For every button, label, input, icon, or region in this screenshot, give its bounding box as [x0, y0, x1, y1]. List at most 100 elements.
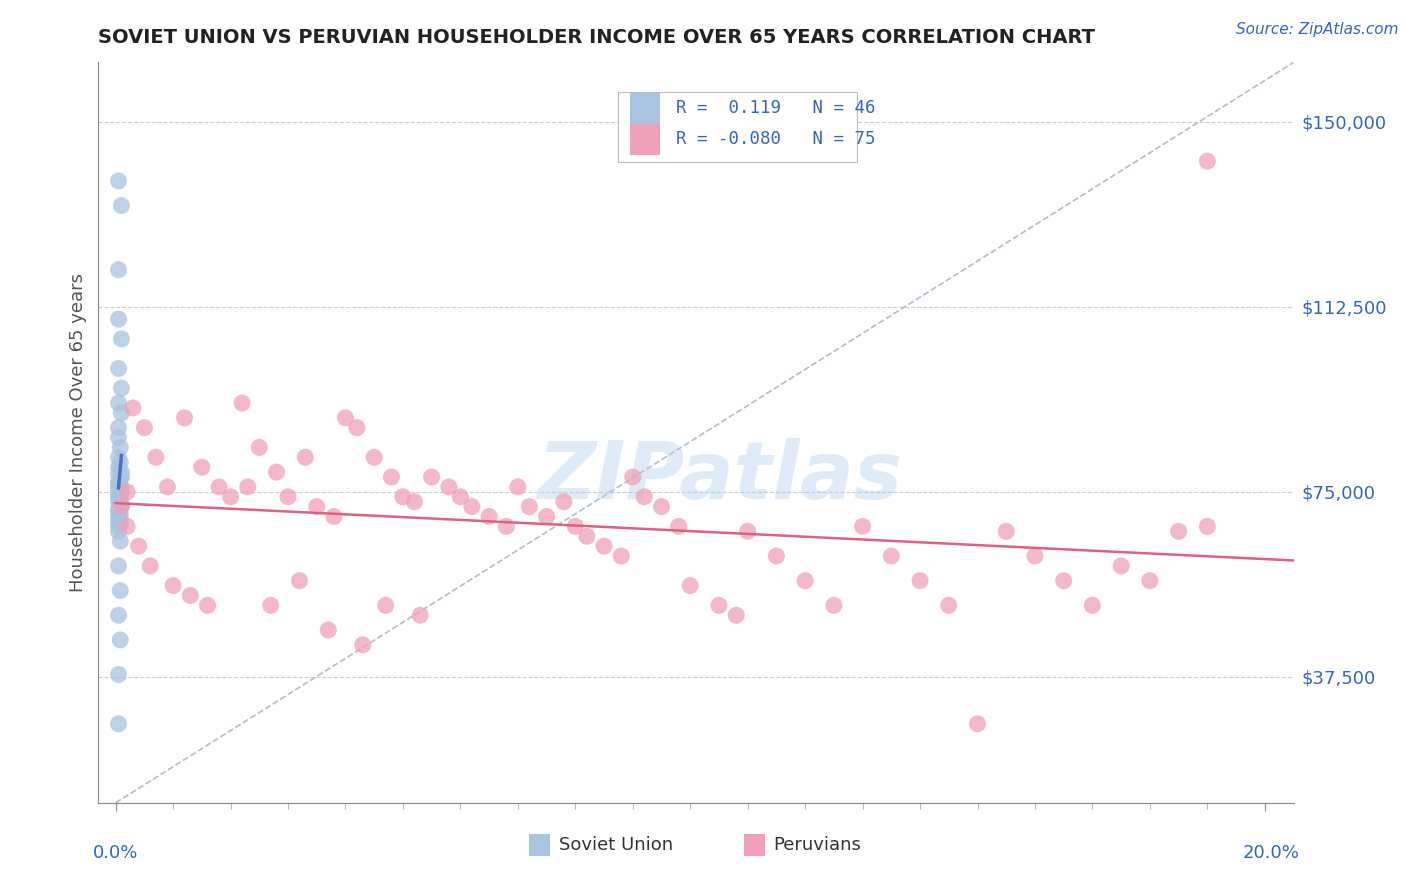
Point: [1197, 519, 1219, 533]
Text: R =  0.119   N = 46: R = 0.119 N = 46: [676, 99, 875, 118]
Text: ZIPatlas: ZIPatlas: [537, 438, 903, 516]
Point: [823, 599, 845, 613]
Point: [404, 494, 426, 508]
Point: [506, 480, 529, 494]
Point: [260, 599, 283, 613]
Bar: [630, 93, 661, 124]
Point: [938, 599, 960, 613]
Point: [107, 494, 129, 508]
Point: [437, 480, 460, 494]
Point: [110, 516, 132, 531]
Point: [110, 480, 132, 494]
Point: [1053, 574, 1076, 588]
Point: [288, 574, 311, 588]
Point: [725, 608, 748, 623]
Point: [908, 574, 931, 588]
Point: [1109, 558, 1132, 573]
Y-axis label: Householder Income Over 65 years: Householder Income Over 65 years: [69, 273, 87, 592]
Point: [316, 623, 339, 637]
Text: 20.0%: 20.0%: [1243, 844, 1299, 862]
Point: [765, 549, 787, 563]
Point: [107, 483, 129, 497]
Point: [266, 465, 288, 479]
Point: [107, 396, 129, 410]
Point: [247, 441, 270, 455]
Point: [966, 716, 988, 731]
Point: [107, 515, 129, 529]
Point: [107, 667, 129, 681]
Bar: [630, 124, 661, 155]
Point: [107, 558, 129, 573]
Point: [323, 509, 346, 524]
Point: [156, 480, 179, 494]
Point: [517, 500, 540, 514]
Point: [107, 505, 129, 519]
Point: [110, 500, 132, 514]
Point: [110, 332, 132, 346]
Point: [107, 420, 129, 434]
Point: [564, 519, 586, 533]
Point: [107, 312, 129, 326]
Text: Source: ZipAtlas.com: Source: ZipAtlas.com: [1236, 22, 1399, 37]
Point: [1197, 154, 1219, 169]
Point: [162, 579, 184, 593]
Point: [880, 549, 903, 563]
Text: R = -0.080   N = 75: R = -0.080 N = 75: [676, 130, 875, 148]
Bar: [529, 834, 550, 856]
Point: [392, 490, 415, 504]
Point: [110, 470, 132, 484]
Point: [191, 460, 214, 475]
Point: [668, 519, 690, 533]
Point: [553, 494, 575, 508]
Point: [107, 467, 129, 482]
Point: [107, 490, 129, 504]
Point: [115, 484, 138, 499]
Point: [110, 507, 132, 521]
Point: [737, 524, 759, 539]
Point: [420, 470, 443, 484]
Point: [134, 420, 156, 434]
Point: [110, 484, 132, 499]
Point: [107, 608, 129, 623]
Point: [110, 381, 132, 395]
Point: [478, 509, 501, 524]
Point: [107, 487, 129, 501]
Point: [107, 361, 129, 376]
Point: [107, 502, 129, 516]
Text: SOVIET UNION VS PERUVIAN HOUSEHOLDER INCOME OVER 65 YEARS CORRELATION CHART: SOVIET UNION VS PERUVIAN HOUSEHOLDER INC…: [98, 28, 1095, 47]
Text: Soviet Union: Soviet Union: [558, 836, 672, 854]
Point: [346, 420, 368, 434]
Point: [107, 431, 129, 445]
Point: [650, 500, 672, 514]
Text: 0.0%: 0.0%: [93, 844, 138, 862]
Point: [110, 534, 132, 549]
Point: [208, 480, 231, 494]
Point: [107, 716, 129, 731]
Point: [110, 473, 132, 487]
Point: [575, 529, 598, 543]
Point: [173, 410, 195, 425]
Point: [231, 396, 253, 410]
Point: [110, 512, 132, 526]
Point: [110, 198, 132, 212]
Point: [621, 470, 644, 484]
Point: [536, 509, 558, 524]
Point: [593, 539, 616, 553]
Point: [110, 497, 132, 511]
Point: [139, 558, 162, 573]
Point: [461, 500, 484, 514]
Point: [610, 549, 633, 563]
Point: [107, 519, 129, 533]
Point: [179, 589, 201, 603]
Point: [110, 455, 132, 469]
Point: [1081, 599, 1104, 613]
Point: [305, 500, 328, 514]
Point: [852, 519, 875, 533]
Point: [1024, 549, 1046, 563]
Point: [294, 450, 316, 465]
Point: [352, 638, 374, 652]
Point: [110, 441, 132, 455]
Point: [110, 632, 132, 647]
Point: [363, 450, 385, 465]
Point: [107, 450, 129, 465]
